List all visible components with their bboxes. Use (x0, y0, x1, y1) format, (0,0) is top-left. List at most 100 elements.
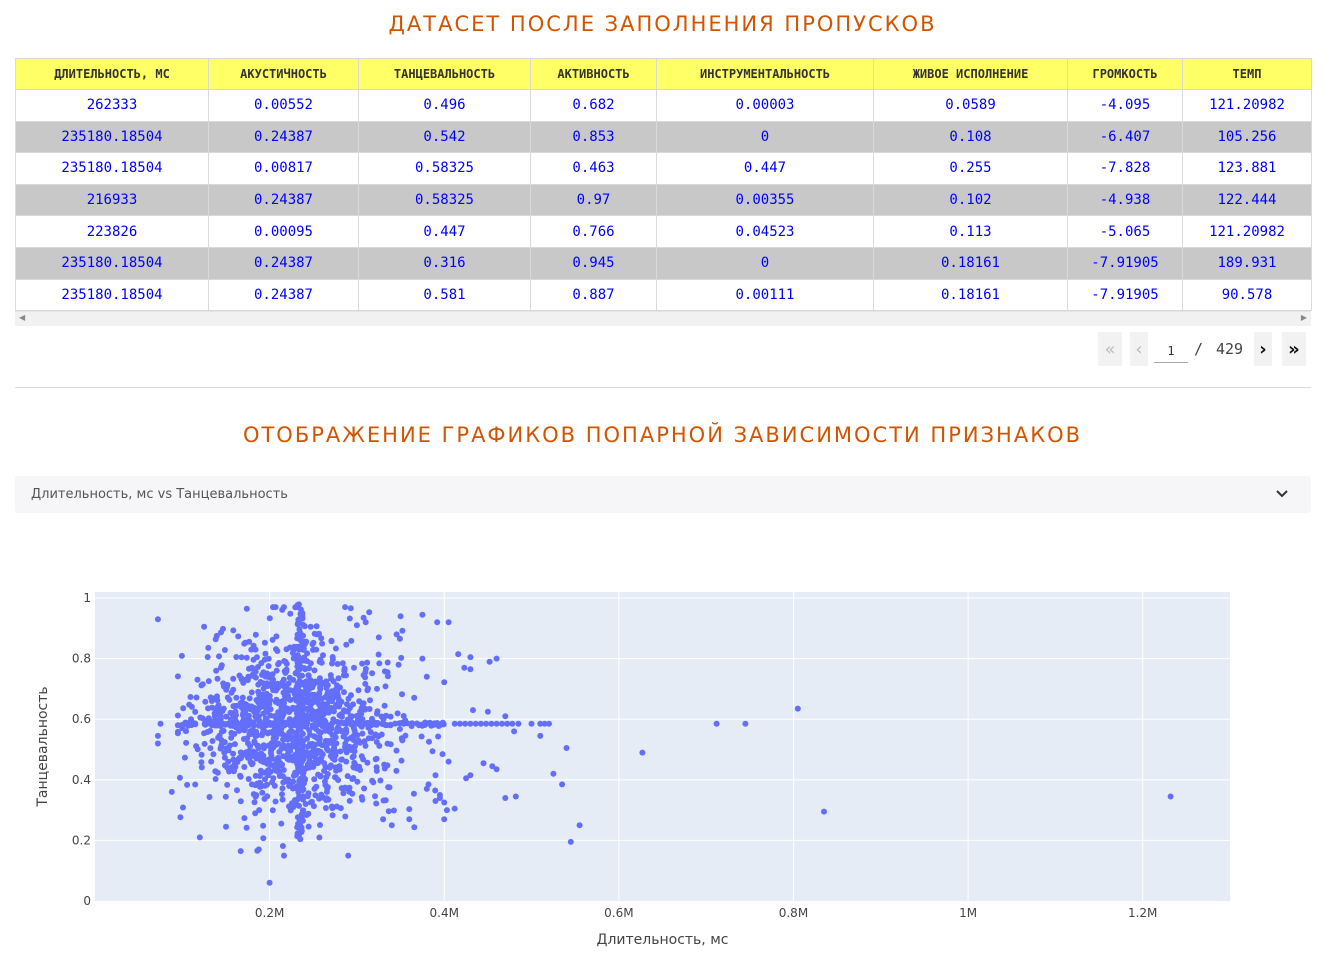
table-cell[interactable]: 0 (656, 246, 874, 280)
scatter-point (252, 810, 259, 817)
column-header[interactable]: АКУСТИЧНОСТЬ (208, 58, 359, 90)
page-number-input[interactable] (1154, 340, 1188, 363)
table-cell[interactable]: 0.581 (358, 278, 531, 312)
scatter-point (279, 606, 286, 613)
table-cell[interactable]: 121.20982 (1182, 215, 1312, 248)
scatter-point (293, 683, 300, 690)
table-cell[interactable]: 0.00552 (208, 89, 359, 122)
table-cell[interactable]: 0.18161 (873, 278, 1068, 312)
scatter-point (297, 637, 304, 644)
first-page-button[interactable]: « (1098, 332, 1122, 366)
table-cell[interactable]: 0.24387 (208, 278, 359, 312)
chevron-down-icon[interactable] (1275, 485, 1289, 503)
table-cell[interactable]: 0.102 (873, 183, 1068, 217)
table-cell[interactable]: 0.24387 (208, 183, 359, 217)
table-cell[interactable]: 0.00817 (208, 152, 359, 185)
table-cell[interactable]: -6.407 (1067, 120, 1183, 154)
table-cell[interactable]: 235180.18504 (15, 246, 209, 280)
table-cell[interactable]: 0.00111 (656, 278, 874, 312)
scroll-left-icon[interactable]: ◀ (19, 313, 26, 322)
scatter-point (254, 664, 261, 670)
table-cell[interactable]: 0.58325 (358, 152, 531, 185)
column-header[interactable]: АКТИВНОСТЬ (530, 58, 657, 90)
scatter-point (375, 651, 382, 658)
table-cell[interactable]: -7.828 (1067, 152, 1183, 185)
scatter-point (300, 621, 307, 628)
column-header[interactable]: ТЕМП (1182, 58, 1312, 90)
table-cell[interactable]: 105.256 (1182, 120, 1312, 154)
section-title-pairplot: ОТОБРАЖЕНИЕ ГРАФИКОВ ПОПАРНОЙ ЗАВИСИМОСТ… (242, 423, 1083, 447)
scatter-point (713, 720, 720, 727)
table-cell[interactable]: 262333 (15, 89, 209, 122)
column-header[interactable]: ЖИВОЕ ИСПОЛНЕНИЕ (873, 58, 1068, 90)
column-header[interactable]: ДЛИТЕЛЬНОСТЬ, МС (15, 58, 209, 90)
scatter-point (307, 623, 314, 630)
table-cell[interactable]: 123.881 (1182, 152, 1312, 185)
scatter-point (317, 656, 324, 663)
scatter-point (266, 615, 273, 622)
table-cell[interactable]: -7.91905 (1067, 246, 1183, 280)
pair-select-dropdown[interactable]: Длительность, мс vs Танцевальность (15, 476, 1311, 513)
column-header[interactable]: ИНСТРУМЕНТАЛЬНОСТЬ (656, 58, 874, 90)
table-cell[interactable]: 0.18161 (873, 246, 1068, 280)
scatter-point (221, 762, 228, 769)
table-cell[interactable]: 121.20982 (1182, 89, 1312, 122)
table-cell[interactable]: -7.91905 (1067, 278, 1183, 312)
table-cell[interactable]: 0.255 (873, 152, 1068, 185)
table-cell[interactable]: 235180.18504 (15, 152, 209, 185)
table-cell[interactable]: 0.463 (530, 152, 657, 185)
table-cell[interactable]: -4.938 (1067, 183, 1183, 217)
table-cell[interactable]: 235180.18504 (15, 278, 209, 312)
table-cell[interactable]: 90.578 (1182, 278, 1312, 312)
table-cell[interactable]: 0.447 (656, 152, 874, 185)
scatter-point (354, 732, 361, 739)
table-cell[interactable]: 0.945 (530, 246, 657, 280)
table-cell[interactable]: -5.065 (1067, 215, 1183, 248)
table-cell[interactable]: 0.887 (530, 278, 657, 312)
scatter-point (331, 739, 338, 746)
table-cell[interactable]: 0.00095 (208, 215, 359, 248)
table-cell[interactable]: 0.24387 (208, 246, 359, 280)
scatter-point (493, 766, 500, 773)
table-cell[interactable]: 0.766 (530, 215, 657, 248)
horizontal-scrollbar[interactable]: ◀ ▶ (15, 311, 1311, 326)
scatter-point (354, 720, 361, 727)
table-cell[interactable]: 0.542 (358, 120, 531, 154)
scatter-point (321, 778, 328, 785)
table-cell[interactable]: 0.496 (358, 89, 531, 122)
last-page-button[interactable]: » (1282, 332, 1306, 366)
table-cell[interactable]: 0.316 (358, 246, 531, 280)
scatter-point (281, 722, 288, 729)
table-cell[interactable]: 0.00355 (656, 183, 874, 217)
table-cell[interactable]: 0.0589 (873, 89, 1068, 122)
table-cell[interactable]: 235180.18504 (15, 120, 209, 154)
table-cell[interactable]: 0.00003 (656, 89, 874, 122)
table-cell[interactable]: 216933 (15, 183, 209, 217)
scatter-point (254, 697, 261, 704)
column-header[interactable]: ГРОМКОСТЬ (1067, 58, 1183, 90)
prev-page-button[interactable]: ‹ (1130, 332, 1148, 366)
next-page-button[interactable]: › (1254, 332, 1272, 366)
table-cell[interactable]: 0.04523 (656, 215, 874, 248)
scatter-point (342, 604, 349, 611)
table-cell[interactable]: 0 (656, 120, 874, 154)
scatter-point (251, 751, 258, 758)
scatter-point (363, 720, 370, 727)
scatter-point (237, 798, 244, 805)
table-cell[interactable]: 0.682 (530, 89, 657, 122)
scatter-point (378, 731, 385, 738)
column-header[interactable]: ТАНЦЕВАЛЬНОСТЬ (358, 58, 531, 90)
scroll-right-icon[interactable]: ▶ (1300, 313, 1307, 322)
table-cell[interactable]: 0.113 (873, 215, 1068, 248)
table-cell[interactable]: 0.97 (530, 183, 657, 217)
scatter-point (207, 745, 214, 752)
scatter-point (238, 654, 245, 661)
scatter-point (187, 694, 194, 700)
scatter-point (247, 759, 254, 766)
table-cell[interactable]: 0.108 (873, 120, 1068, 154)
scatter-point (224, 694, 231, 701)
scatter-point (314, 696, 321, 703)
scatter-point (266, 692, 273, 699)
table-cell[interactable]: 122.444 (1182, 183, 1312, 217)
table-cell[interactable]: 0.24387 (208, 120, 359, 154)
